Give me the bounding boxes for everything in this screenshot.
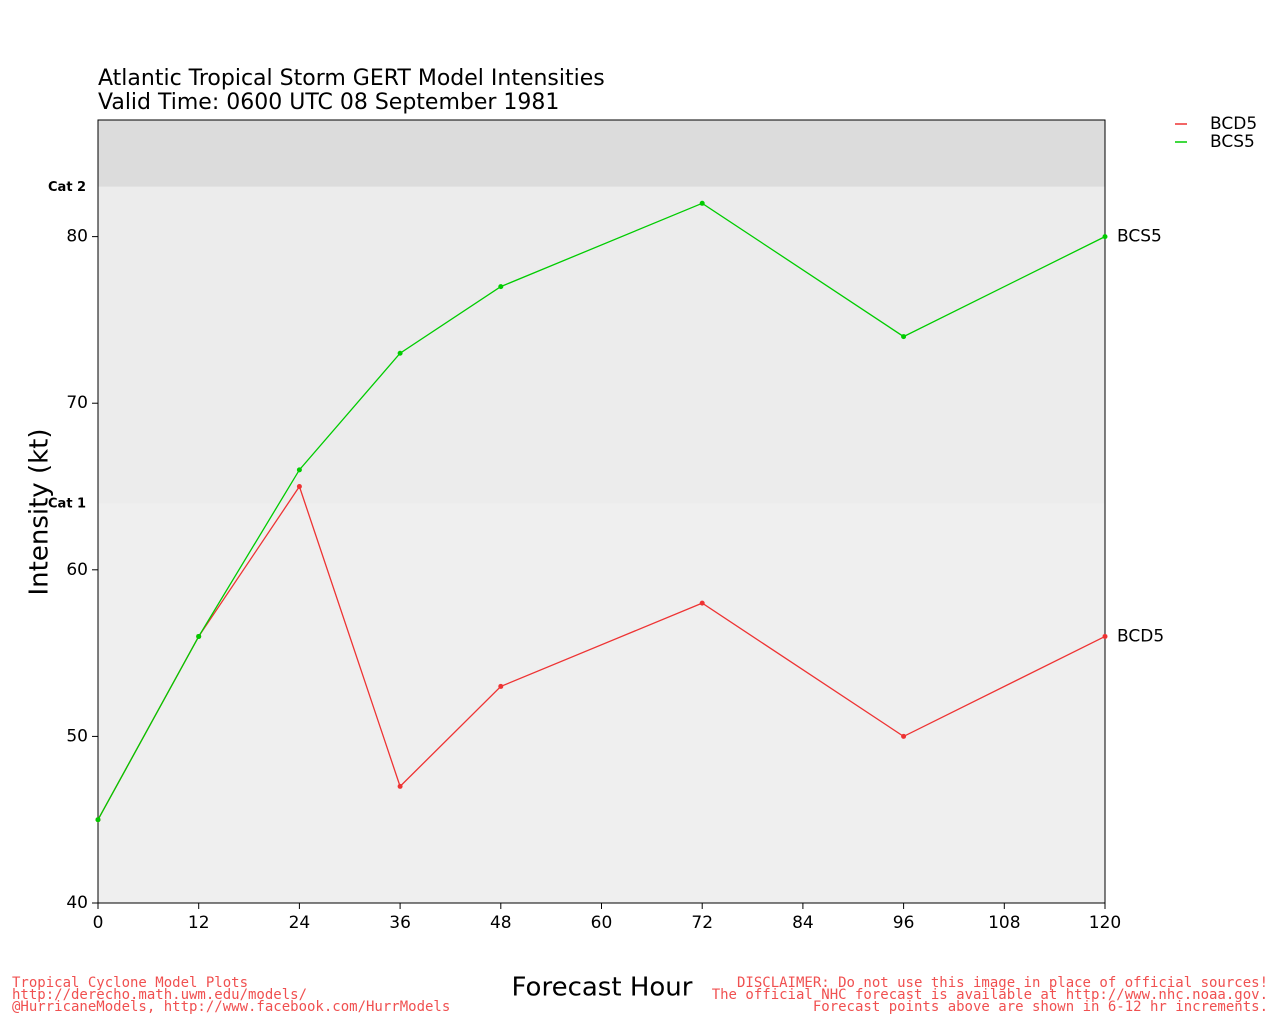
data-point bbox=[901, 733, 907, 739]
x-tick-label: 84 bbox=[792, 913, 814, 933]
footer-credit: http://derecho.math.uwm.edu/models/ bbox=[12, 987, 307, 1003]
series-end-label: BCD5 bbox=[1117, 626, 1164, 646]
footer-credit: Tropical Cyclone Model Plots bbox=[12, 975, 248, 991]
data-point bbox=[397, 350, 403, 356]
category-label: Cat 1 bbox=[48, 497, 86, 512]
data-point bbox=[95, 817, 101, 823]
data-point bbox=[196, 633, 202, 639]
data-point bbox=[296, 467, 302, 473]
data-point bbox=[498, 284, 504, 290]
chart-title: Atlantic Tropical Storm GERT Model Inten… bbox=[98, 66, 605, 91]
y-tick-label: 60 bbox=[66, 560, 88, 580]
data-point bbox=[397, 783, 403, 789]
series-line bbox=[97, 485, 1106, 821]
legend-label: BCS5 bbox=[1210, 132, 1255, 152]
y-tick-label: 80 bbox=[66, 227, 88, 247]
series-line bbox=[97, 202, 1106, 821]
y-tick-label: 50 bbox=[66, 726, 88, 746]
series-end-label: BCS5 bbox=[1117, 227, 1162, 247]
footer-disclaimer: The official NHC forecast is available a… bbox=[712, 987, 1268, 1003]
x-tick-label: 36 bbox=[389, 913, 411, 933]
data-point bbox=[1102, 633, 1108, 639]
x-tick-label: 96 bbox=[893, 913, 915, 933]
x-tick-label: 120 bbox=[1089, 913, 1121, 933]
y-tick-label: 70 bbox=[66, 393, 88, 413]
x-tick-label: 108 bbox=[988, 913, 1020, 933]
footer-disclaimer: DISCLAIMER: Do not use this image in pla… bbox=[737, 975, 1268, 991]
x-tick-label: 60 bbox=[591, 913, 613, 933]
category-label: Cat 2 bbox=[48, 180, 86, 195]
data-point bbox=[699, 600, 705, 606]
data-point bbox=[699, 200, 705, 206]
x-tick-label: 24 bbox=[289, 913, 311, 933]
data-point bbox=[901, 334, 907, 340]
legend-label: BCD5 bbox=[1210, 114, 1257, 134]
x-tick-label: 72 bbox=[691, 913, 713, 933]
x-axis-label: Forecast Hour bbox=[512, 973, 693, 1003]
x-tick-label: 48 bbox=[490, 913, 512, 933]
footer-disclaimer: Forecast points above are shown in 6-12 … bbox=[813, 999, 1268, 1015]
data-point bbox=[1102, 234, 1108, 240]
footer-credit: @HurricaneModels, http://www.facebook.co… bbox=[12, 999, 450, 1015]
y-tick-label: 40 bbox=[66, 893, 88, 913]
category-band bbox=[98, 120, 1105, 187]
data-point bbox=[498, 683, 504, 689]
category-band bbox=[98, 186, 1105, 504]
data-point bbox=[296, 484, 302, 490]
x-tick-label: 12 bbox=[188, 913, 210, 933]
x-tick-label: 0 bbox=[93, 913, 104, 933]
y-axis-label: Intensity (kt) bbox=[25, 429, 55, 596]
chart-subtitle: Valid Time: 0600 UTC 08 September 1981 bbox=[98, 90, 559, 115]
